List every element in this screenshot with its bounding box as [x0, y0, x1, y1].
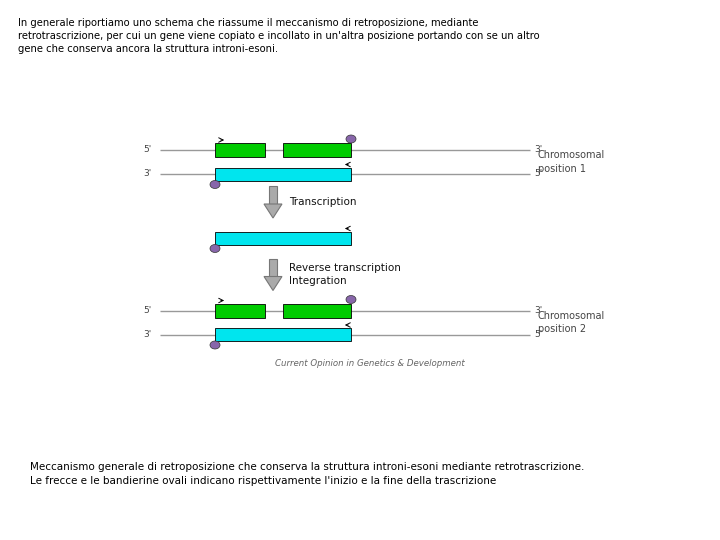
- Bar: [283, 143, 351, 157]
- Text: Chromosomal
position 2: Chromosomal position 2: [538, 311, 606, 334]
- Text: 5': 5': [534, 330, 542, 339]
- Text: Current Opinion in Genetics & Development: Current Opinion in Genetics & Developmen…: [275, 359, 465, 368]
- Text: gene che conserva ancora la struttura introni-esoni.: gene che conserva ancora la struttura in…: [18, 44, 278, 54]
- Polygon shape: [264, 204, 282, 218]
- Text: Le frecce e le bandierine ovali indicano rispettivamente l'inizio e la fine dell: Le frecce e le bandierine ovali indicano…: [30, 476, 496, 486]
- Text: 5': 5': [534, 170, 542, 179]
- Bar: [215, 143, 265, 157]
- Bar: [215, 232, 351, 245]
- Text: 5': 5': [144, 145, 152, 154]
- Text: 3': 3': [534, 145, 542, 154]
- Text: Chromosomal
position 1: Chromosomal position 1: [538, 151, 606, 173]
- Ellipse shape: [210, 341, 220, 349]
- Bar: [283, 303, 351, 318]
- Text: Meccanismo generale di retroposizione che conserva la struttura introni-esoni me: Meccanismo generale di retroposizione ch…: [30, 462, 585, 472]
- Bar: [215, 303, 265, 318]
- Text: retrotrascrizione, per cui un gene viene copiato e incollato in un'altra posizio: retrotrascrizione, per cui un gene viene…: [18, 31, 539, 41]
- Text: Transcription: Transcription: [289, 197, 356, 207]
- Bar: [269, 186, 277, 204]
- Ellipse shape: [210, 180, 220, 188]
- Text: In generale riportiamo uno schema che riassume il meccanismo di retroposizione, : In generale riportiamo uno schema che ri…: [18, 18, 479, 28]
- Bar: [215, 167, 351, 180]
- Text: 5': 5': [144, 306, 152, 315]
- Bar: [269, 259, 277, 276]
- Text: 3': 3': [534, 306, 542, 315]
- Text: 3': 3': [144, 330, 152, 339]
- Bar: [215, 328, 351, 341]
- Ellipse shape: [346, 135, 356, 143]
- Ellipse shape: [210, 245, 220, 253]
- Text: 3': 3': [144, 170, 152, 179]
- Text: Reverse transcription
Integration: Reverse transcription Integration: [289, 264, 401, 286]
- Ellipse shape: [346, 295, 356, 303]
- Polygon shape: [264, 276, 282, 291]
